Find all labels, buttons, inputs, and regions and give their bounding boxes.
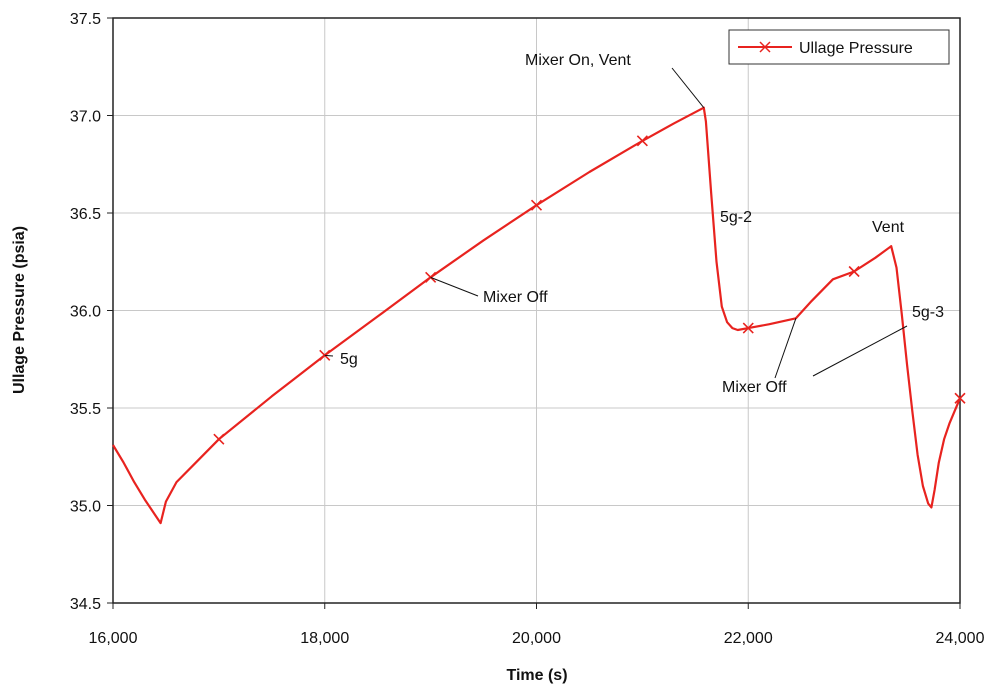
annotation-leader-line <box>430 276 479 297</box>
series-line-ullage-pressure <box>112 106 962 525</box>
data-point-marker <box>530 199 543 211</box>
x-tick-label: 20,000 <box>512 630 561 647</box>
y-tick-label: 37.0 <box>70 109 101 126</box>
data-point-marker <box>742 322 754 334</box>
annotation-leaders <box>324 67 908 379</box>
x-tick-label: 16,000 <box>89 630 138 647</box>
y-tick-label: 36.5 <box>70 206 101 223</box>
x-tick-label: 18,000 <box>300 630 349 647</box>
x-axis-ticks: 16,000 18,000 20,000 22,000 24,000 <box>89 603 985 647</box>
legend-marker-swatch <box>759 41 771 53</box>
annotation-vent: Vent <box>872 219 905 236</box>
y-tick-label: 36.0 <box>70 304 101 321</box>
x-tick-label: 22,000 <box>724 630 773 647</box>
annotation-leader-line <box>324 354 334 357</box>
data-point-marker <box>954 392 966 404</box>
legend-label: Ullage Pressure <box>799 40 913 57</box>
annotation-leader-line <box>774 318 797 379</box>
annotation-5g: 5g <box>340 351 358 368</box>
y-tick-label: 35.0 <box>70 499 101 516</box>
annotation-mixer-off-1: Mixer Off <box>483 289 548 306</box>
annotation-5g-2: 5g-2 <box>720 209 752 226</box>
x-axis-title: Time (s) <box>506 667 567 684</box>
annotation-5g-3: 5g-3 <box>912 304 944 321</box>
y-axis-ticks: 34.5 35.0 35.5 36.0 36.5 37.0 37.5 <box>70 11 113 613</box>
annotation-leader-line <box>812 325 908 377</box>
y-tick-label: 34.5 <box>70 596 101 613</box>
data-point-marker <box>848 265 860 278</box>
series-group <box>112 106 962 525</box>
y-axis-title: Ullage Pressure (psia) <box>11 226 28 394</box>
y-tick-label: 37.5 <box>70 11 101 28</box>
annotation-mixer-on-vent: Mixer On, Vent <box>525 52 631 69</box>
y-tick-label: 35.5 <box>70 401 101 418</box>
marker-group <box>213 135 966 445</box>
legend: Ullage Pressure <box>728 29 950 65</box>
data-point-marker <box>636 135 648 147</box>
annotation-mixer-off-2: Mixer Off <box>722 379 787 396</box>
annotation-leader-line <box>671 67 705 109</box>
x-tick-label: 24,000 <box>936 630 985 647</box>
data-point-marker <box>213 433 225 445</box>
